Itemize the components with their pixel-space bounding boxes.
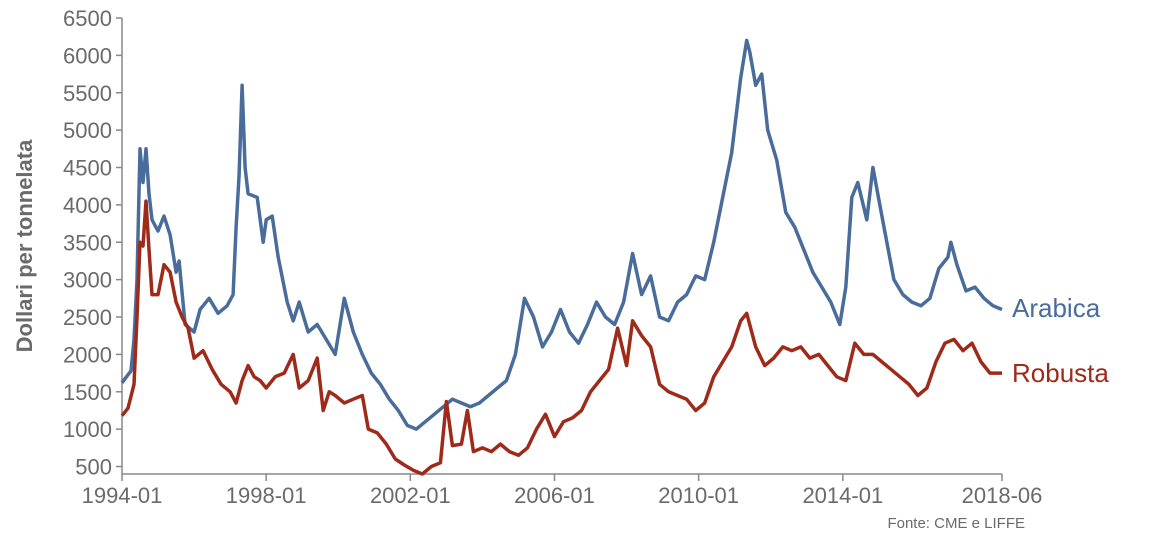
series-layer (120, 38, 1003, 476)
y-tick-label: 5000 (63, 118, 112, 143)
y-tick-label: 3500 (63, 230, 112, 255)
x-tick-label: 2010-01 (658, 483, 739, 508)
y-axis-title: Dollari per tonnelata (12, 139, 37, 352)
y-tick-label: 6500 (63, 6, 112, 31)
y-tick-label: 4500 (63, 156, 112, 181)
y-tick-label: 5500 (63, 81, 112, 106)
x-tick-label: 2018-06 (962, 483, 1043, 508)
y-tick-label: 2000 (63, 342, 112, 367)
x-tick-label: 2006-01 (514, 483, 595, 508)
y-tick-label: 4000 (63, 193, 112, 218)
y-tick-label: 6000 (63, 43, 112, 68)
x-axis-ticks: 1994-01 1998-01 2002-01 2006-01 2010-01 2014-… (82, 474, 1043, 508)
y-tick-label: 1500 (63, 380, 112, 405)
y-axis-ticks: 500 1000 1500 2000 2500 3000 3500 4000 4500 5000 5… (63, 6, 122, 480)
y-tick-label: 500 (75, 455, 112, 480)
series-label-robusta: Robusta (1012, 358, 1109, 388)
series-line-robusta (120, 199, 1002, 476)
y-tick-label: 1000 (63, 417, 112, 442)
x-tick-label: 1998-01 (226, 483, 307, 508)
y-tick-label: 3000 (63, 268, 112, 293)
series-line-arabica (120, 38, 1003, 431)
y-tick-label: 2500 (63, 305, 112, 330)
x-tick-label: 2014-01 (802, 483, 883, 508)
series-label-arabica: Arabica (1012, 293, 1101, 323)
source-note: Fonte: CME e LIFFE (887, 515, 1025, 532)
x-tick-label: 2002-01 (370, 483, 451, 508)
x-tick-label: 1994-01 (82, 483, 163, 508)
